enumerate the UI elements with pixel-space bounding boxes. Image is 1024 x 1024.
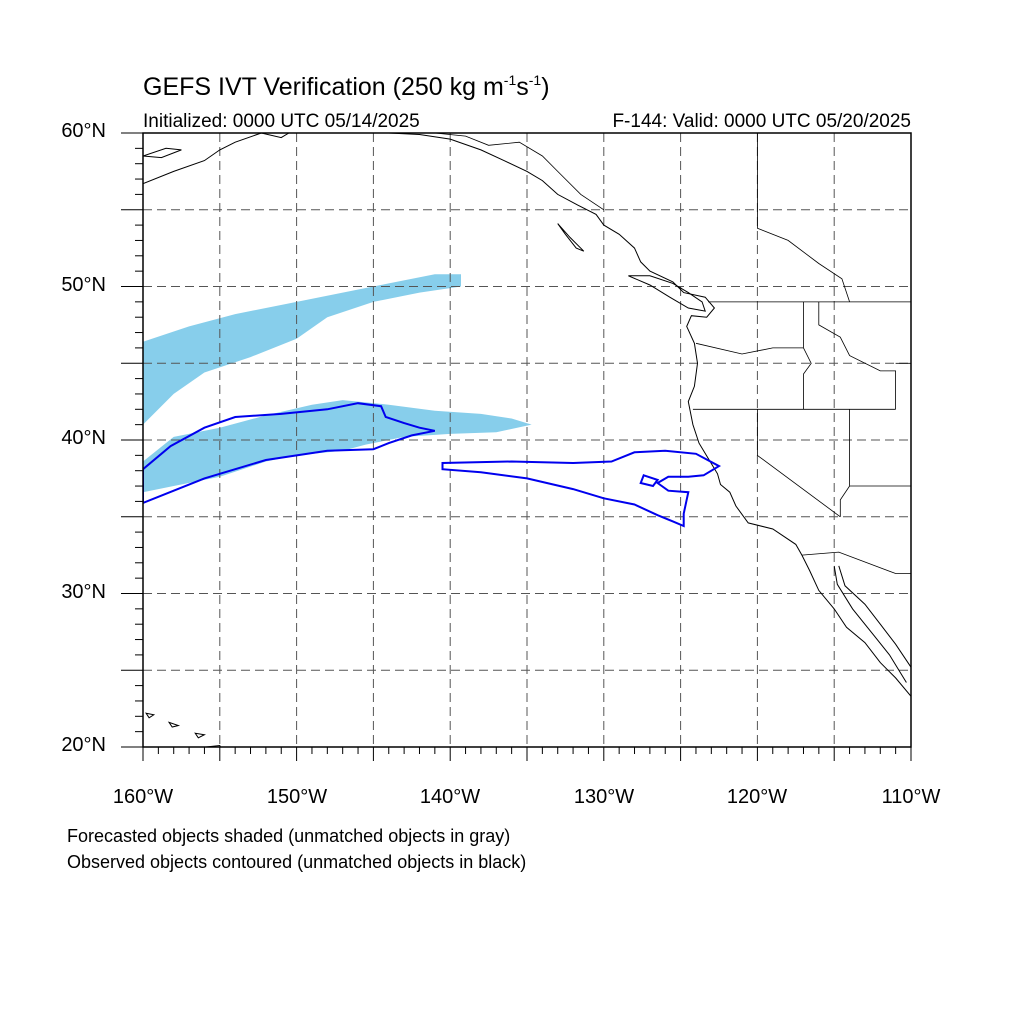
hawaii-oahu [167, 721, 181, 728]
oregon-idaho-border [803, 347, 812, 410]
coastlines [143, 133, 911, 747]
alaska-canada-border [434, 133, 605, 211]
initialized-time: Initialized: 0000 UTC 05/14/2025 [143, 111, 420, 132]
lat-label-60: 60°N [61, 120, 106, 142]
lon-label-110w: 110°W [881, 786, 941, 808]
lon-label-120w: 120°W [726, 786, 788, 808]
map-title: GEFS IVT Verification (250 kg m-1s-1) [143, 72, 550, 101]
gulf-of-california-coast [838, 565, 911, 668]
valid-time: F-144: Valid: 0000 UTC 05/20/2025 [612, 111, 911, 132]
lon-label-140w: 140°W [419, 786, 481, 808]
map-grid [143, 133, 911, 747]
us-mexico-border [801, 551, 911, 574]
observed-contour-east [441, 449, 722, 528]
alaska-corner-islands [143, 147, 182, 159]
forecast-object-north [143, 274, 461, 425]
legend-observed-note: Observed objects contoured (unmatched ob… [67, 852, 527, 872]
lat-label-30: 30°N [61, 581, 106, 603]
haida-gwaii [557, 223, 585, 252]
legend-forecast-note: Forecasted objects shaded (unmatched obj… [67, 826, 511, 846]
idaho-montana-border [818, 301, 896, 410]
lon-label-150w: 150°W [266, 786, 328, 808]
observed-contour-west [143, 402, 435, 504]
forecast-object-south [143, 400, 532, 493]
forecast-objects [143, 274, 532, 493]
observed-contour-east-hole [639, 474, 660, 488]
vancouver-island [628, 275, 706, 312]
alaska-coast [143, 133, 911, 697]
california-nevada-border [757, 409, 841, 518]
nevada-utah-border [839, 409, 850, 517]
washington-oregon-border [695, 342, 804, 355]
lon-label-160w: 160°W [112, 786, 174, 808]
lat-label-50: 50°N [61, 274, 106, 296]
baja-inner-coast [833, 565, 907, 683]
map-frame [121, 132, 912, 761]
canada-bc-alberta-line [757, 133, 850, 303]
lat-label-40: 40°N [61, 427, 106, 449]
hawaii-kauai [145, 712, 156, 719]
hawaii-big-island [205, 744, 221, 747]
lon-label-130w: 130°W [573, 786, 635, 808]
hawaii-maui [194, 732, 206, 739]
lat-label-20: 20°N [61, 734, 106, 756]
observed-objects [143, 402, 722, 528]
